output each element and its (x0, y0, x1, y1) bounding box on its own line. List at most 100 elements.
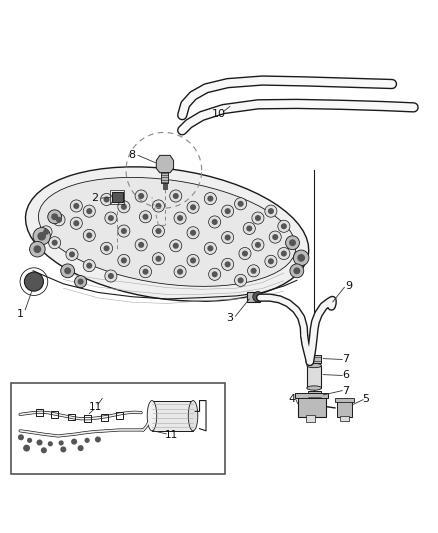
Circle shape (152, 253, 165, 265)
Circle shape (237, 277, 244, 284)
Bar (247, 292, 260, 302)
Circle shape (208, 216, 221, 228)
Circle shape (53, 214, 65, 226)
Circle shape (118, 254, 130, 266)
Circle shape (255, 215, 261, 221)
Circle shape (135, 190, 147, 202)
Circle shape (27, 438, 32, 443)
Text: 11: 11 (165, 430, 178, 440)
Circle shape (73, 220, 79, 227)
Bar (11, 383, 226, 474)
Bar (110, 190, 124, 204)
Circle shape (121, 228, 127, 234)
Ellipse shape (25, 167, 309, 301)
Circle shape (212, 219, 218, 225)
Ellipse shape (188, 401, 198, 431)
Circle shape (70, 200, 82, 212)
Circle shape (74, 276, 87, 288)
Bar (298, 396, 326, 417)
Circle shape (139, 265, 152, 278)
Circle shape (71, 439, 77, 445)
Bar (101, 414, 108, 421)
Circle shape (69, 252, 75, 257)
Text: 3: 3 (226, 313, 233, 324)
Bar (152, 401, 193, 431)
Circle shape (225, 235, 231, 240)
Circle shape (36, 440, 42, 446)
Text: 4: 4 (288, 394, 295, 404)
Circle shape (272, 234, 278, 240)
Circle shape (225, 261, 231, 268)
Circle shape (30, 241, 45, 257)
Circle shape (152, 200, 165, 212)
Circle shape (222, 231, 234, 244)
Circle shape (281, 251, 287, 256)
Circle shape (177, 215, 183, 221)
Circle shape (187, 201, 199, 213)
Bar (337, 399, 352, 417)
Circle shape (118, 225, 130, 237)
Text: 6: 6 (342, 370, 349, 381)
Bar (84, 415, 91, 422)
Circle shape (121, 257, 127, 263)
Circle shape (83, 205, 95, 217)
Circle shape (286, 236, 300, 249)
Circle shape (33, 245, 41, 253)
Circle shape (252, 212, 264, 224)
Circle shape (103, 197, 110, 203)
Circle shape (85, 438, 90, 443)
Circle shape (293, 250, 309, 265)
Circle shape (170, 240, 182, 252)
Circle shape (243, 222, 255, 235)
Circle shape (66, 248, 78, 261)
Circle shape (255, 242, 261, 248)
Circle shape (52, 240, 58, 246)
Bar (335, 398, 354, 402)
Circle shape (86, 232, 92, 238)
Circle shape (152, 225, 165, 237)
Circle shape (135, 239, 147, 251)
Circle shape (86, 263, 92, 269)
Circle shape (142, 214, 148, 220)
Circle shape (78, 279, 84, 285)
Circle shape (235, 274, 247, 286)
Circle shape (289, 239, 296, 246)
Circle shape (48, 441, 53, 447)
Bar (340, 416, 349, 421)
Circle shape (48, 210, 62, 224)
Bar (36, 409, 43, 416)
Bar (307, 366, 321, 388)
Circle shape (253, 292, 263, 302)
Circle shape (247, 265, 260, 277)
Circle shape (207, 245, 213, 252)
Text: 1: 1 (17, 309, 24, 319)
Circle shape (222, 205, 234, 217)
Circle shape (278, 220, 290, 232)
Circle shape (222, 259, 234, 270)
Text: 11: 11 (89, 402, 102, 412)
Circle shape (237, 201, 244, 207)
Circle shape (246, 225, 252, 231)
Bar (295, 393, 328, 398)
Circle shape (174, 212, 186, 224)
Circle shape (18, 434, 24, 440)
Circle shape (297, 254, 305, 262)
Ellipse shape (307, 386, 321, 390)
Bar (307, 391, 321, 399)
Circle shape (139, 211, 152, 223)
Circle shape (70, 217, 82, 229)
Circle shape (204, 192, 216, 205)
Circle shape (56, 217, 62, 223)
Circle shape (173, 243, 179, 249)
Circle shape (37, 232, 46, 240)
Circle shape (155, 228, 162, 234)
Circle shape (204, 243, 216, 254)
Circle shape (187, 227, 199, 239)
Circle shape (100, 243, 113, 254)
Circle shape (265, 205, 277, 217)
Bar (67, 414, 74, 421)
Circle shape (190, 204, 196, 211)
Circle shape (190, 230, 196, 236)
Ellipse shape (307, 364, 321, 368)
Circle shape (51, 213, 58, 220)
